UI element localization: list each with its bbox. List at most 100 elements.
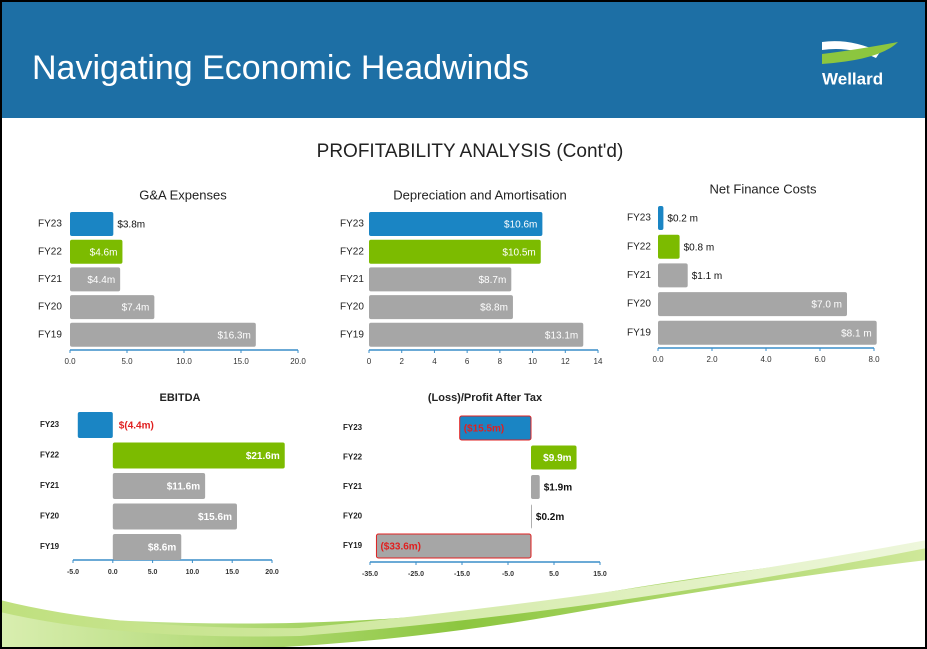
swoosh-band — [0, 540, 927, 637]
bar — [70, 295, 155, 320]
value-label: $8.6m — [148, 543, 176, 554]
y-tick-label: FY22 — [340, 246, 364, 257]
y-tick-label: FY23 — [343, 423, 363, 432]
x-tick-label: 5.0 — [549, 571, 559, 578]
x-tick-label: 4.0 — [760, 355, 772, 364]
x-tick-label: 2.0 — [706, 355, 718, 364]
y-tick-label: FY20 — [343, 512, 363, 521]
value-label: $10.5m — [502, 247, 535, 258]
value-label: $(4.4m) — [119, 421, 154, 432]
x-tick-label: 0.0 — [652, 355, 664, 364]
x-tick-label: 14 — [594, 357, 603, 366]
bar — [369, 239, 541, 264]
y-tick-label: FY19 — [40, 542, 60, 551]
value-label: $15.6m — [198, 512, 232, 523]
value-label: $21.6m — [246, 451, 280, 462]
chart-title: (Loss)/Profit After Tax — [428, 392, 543, 404]
bar — [658, 263, 688, 288]
logo-swoosh — [822, 42, 898, 64]
bar — [658, 292, 847, 317]
x-tick-label: 15.0 — [593, 571, 607, 578]
chart-title: G&A Expenses — [139, 187, 227, 202]
bar — [369, 212, 543, 236]
value-label: $1.1 m — [692, 271, 723, 282]
value-label: $8.8m — [480, 303, 508, 314]
x-tick-label: 15.0 — [225, 569, 239, 576]
value-label: $4.6m — [90, 247, 118, 258]
x-tick-label: 0.0 — [64, 357, 76, 366]
bar — [658, 320, 877, 345]
logo-text: Wellard — [822, 69, 883, 88]
slide-title: Navigating Economic Headwinds — [32, 49, 529, 87]
x-tick-label: -5.0 — [67, 569, 79, 576]
x-tick-label: 0 — [367, 357, 372, 366]
value-label: $7.4m — [122, 303, 150, 314]
chart-title: Net Finance Costs — [710, 181, 817, 196]
x-tick-label: 12 — [561, 357, 570, 366]
y-tick-label: FY20 — [627, 299, 651, 310]
bar — [70, 239, 123, 264]
value-label: $0.8 m — [684, 242, 715, 253]
bar — [531, 445, 577, 470]
x-tick-label: 5.0 — [121, 357, 133, 366]
bar — [77, 412, 113, 438]
x-tick-label: 6 — [465, 357, 470, 366]
bar — [369, 322, 584, 347]
y-tick-label: FY22 — [343, 453, 363, 462]
y-tick-label: FY19 — [627, 327, 651, 338]
bar — [375, 533, 532, 559]
y-tick-label: FY19 — [38, 329, 62, 340]
y-tick-label: FY20 — [40, 512, 60, 521]
value-label: $1.9m — [544, 483, 572, 494]
x-tick-label: -15.0 — [454, 571, 470, 578]
value-label: $0.2m — [536, 512, 564, 523]
x-tick-label: 2 — [399, 357, 404, 366]
y-tick-label: FY19 — [343, 541, 363, 550]
bar — [112, 442, 285, 469]
value-label: $9.9m — [543, 453, 571, 464]
value-label: ($15.5m) — [464, 424, 505, 435]
value-label: ($33.6m) — [380, 542, 421, 553]
value-label: $11.6m — [167, 482, 200, 493]
x-tick-label: 0.0 — [108, 569, 118, 576]
bar — [70, 212, 114, 236]
bar — [70, 267, 121, 292]
value-label: $8.7m — [479, 275, 507, 286]
bar — [459, 415, 532, 441]
x-tick-label: 15.0 — [233, 357, 249, 366]
y-tick-label: FY21 — [38, 274, 62, 285]
x-tick-label: 10.0 — [176, 357, 192, 366]
bar — [531, 475, 540, 499]
bar — [112, 534, 182, 560]
x-tick-label: 10 — [528, 357, 537, 366]
header-band — [0, 0, 927, 118]
y-tick-label: FY22 — [38, 246, 62, 257]
y-tick-label: FY20 — [340, 302, 364, 313]
value-label: $8.1 m — [841, 328, 872, 339]
value-label: $3.8m — [117, 220, 145, 231]
x-tick-label: 10.0 — [186, 569, 200, 576]
x-tick-label: -5.0 — [502, 571, 514, 578]
bar — [531, 504, 532, 529]
bar — [70, 322, 256, 347]
section-subtitle: PROFITABILITY ANALYSIS (Cont'd) — [317, 141, 624, 162]
bar — [369, 295, 513, 320]
value-label: $10.6m — [504, 220, 537, 231]
value-label: $7.0 m — [811, 300, 842, 311]
y-tick-label: FY21 — [627, 270, 651, 281]
y-tick-label: FY23 — [340, 219, 364, 230]
y-tick-label: FY23 — [40, 420, 60, 429]
swoosh — [0, 540, 927, 649]
y-tick-label: FY23 — [38, 219, 62, 230]
chart-title: Depreciation and Amortisation — [393, 187, 566, 202]
x-tick-label: 4 — [432, 357, 437, 366]
bar — [112, 503, 237, 530]
bar — [369, 267, 512, 292]
bar — [112, 473, 206, 499]
x-tick-label: -35.0 — [362, 571, 378, 578]
bar — [658, 234, 680, 259]
x-tick-label: 8 — [498, 357, 503, 366]
value-label: $13.1m — [545, 330, 578, 341]
